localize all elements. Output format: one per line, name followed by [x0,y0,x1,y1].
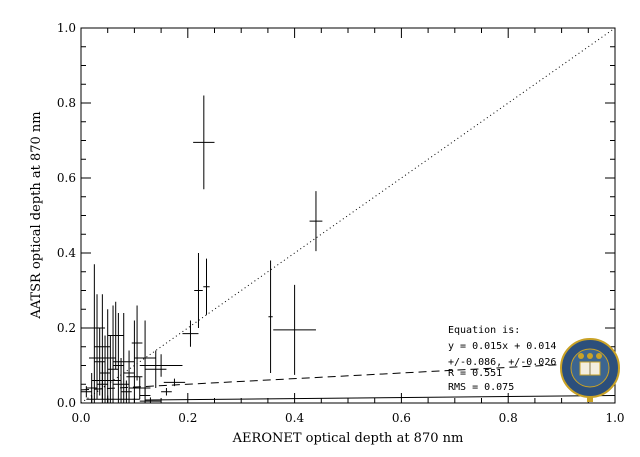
data-point [203,258,210,315]
data-point [182,320,199,347]
data-point [145,350,167,388]
annotation-line: RMS = 0.075 [448,382,514,393]
solid-fit-line [145,395,616,401]
annotation-line: y = 0.015x + 0.014 [448,341,556,352]
data-point [273,284,316,375]
data-point [97,361,108,403]
y-tick-label: 0.0 [57,396,76,410]
data-point [81,386,92,398]
x-tick-label: 0.6 [392,411,411,425]
x-tick-label: 0.8 [499,411,518,425]
x-tick-label: 0.0 [71,411,90,425]
y-tick-label: 0.2 [57,321,76,335]
oxford-logo [560,338,620,402]
data-point [91,361,103,400]
data-point [121,380,132,403]
x-tick-label: 0.2 [178,411,197,425]
data-point [89,294,106,362]
data-point [163,378,186,387]
y-tick-label: 1.0 [57,21,76,35]
data-point [113,313,124,403]
data-point [97,395,119,403]
y-axis-label: AATSR optical depth at 870 nm [29,111,44,319]
equation-annotation: Equation is: y = 0.015x + 0.014 +/-0.086… [448,325,556,393]
x-axis-label: AERONET optical depth at 870 nm [232,431,464,446]
dashed-fit-line [80,361,616,391]
data-point [107,305,119,403]
data-point [118,395,140,403]
dotted-fit-line [80,27,616,404]
y-tick-label: 0.8 [57,96,76,110]
plot-frame [80,27,616,404]
data-point [134,320,156,396]
annotation-line: Equation is: [448,325,520,336]
data-point [139,354,183,377]
x-tick-label: 0.4 [285,411,304,425]
data-point [123,350,135,396]
data-point [161,388,172,396]
data-point [131,305,143,381]
y-tick-label: 0.4 [57,246,76,260]
data-point [89,264,100,403]
x-tick-label: 1.0 [605,411,624,425]
data-point [94,328,106,396]
data-point [193,95,215,190]
data-point [139,397,162,403]
data-point [113,313,135,403]
y-tick-label: 0.6 [57,171,76,185]
data-point [86,395,98,403]
annotation-line: +/-0.086, +/-0.026 [448,357,556,368]
annotation-line: R = 0.551 [448,368,502,379]
data-point [139,388,151,403]
data-point [309,191,323,252]
data-point [268,260,273,373]
data-point [194,253,203,328]
